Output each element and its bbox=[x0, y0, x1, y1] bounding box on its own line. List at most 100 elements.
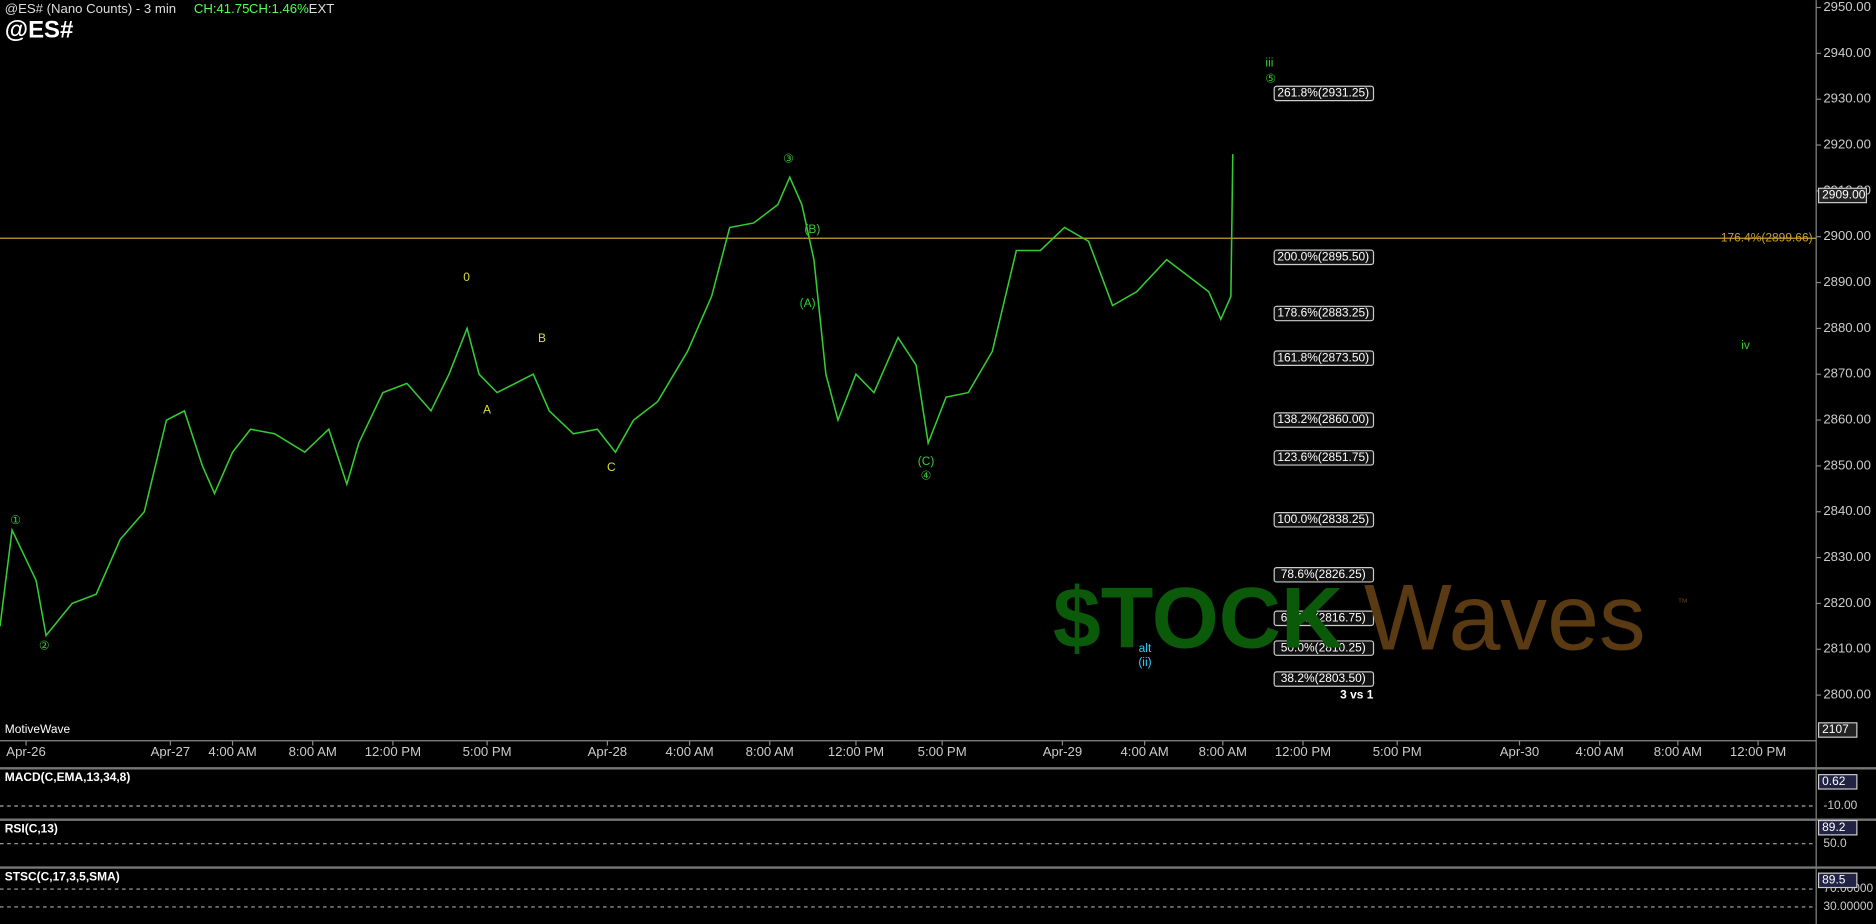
x-tick-label: 12:00 PM bbox=[828, 744, 884, 759]
y-tick-label: 2870.00 bbox=[1823, 366, 1871, 381]
wave-label: (ii) bbox=[1138, 655, 1151, 669]
fib-box bbox=[1273, 350, 1375, 366]
x-tick-label: 4:00 AM bbox=[1576, 744, 1624, 759]
logo-waves: Waves bbox=[1364, 565, 1646, 669]
fib-box bbox=[1273, 511, 1375, 528]
logo-tm: ™ bbox=[1677, 597, 1688, 609]
wave-label: ② bbox=[39, 638, 50, 652]
y-tick-label: 2850.00 bbox=[1823, 457, 1871, 472]
fib-label: 178.6%(2883.25) bbox=[1277, 306, 1369, 320]
title: @ES# (Nano Counts) - 3 min bbox=[5, 1, 176, 16]
fib-box bbox=[1273, 610, 1375, 627]
y-tick-label: 2920.00 bbox=[1823, 137, 1871, 152]
x-tick-label: 8:00 AM bbox=[1199, 744, 1247, 759]
fib-label: 138.2%(2860.00) bbox=[1277, 412, 1369, 426]
wave-label: (A) bbox=[800, 296, 816, 310]
wave-label: ① bbox=[10, 513, 21, 527]
wave-label: ③ bbox=[783, 151, 794, 165]
fib-box bbox=[1273, 249, 1375, 266]
panel-name: RSI(C,13) bbox=[5, 821, 58, 835]
fib-box bbox=[1273, 412, 1375, 428]
x-tick-label: 12:00 PM bbox=[1275, 744, 1331, 759]
y-tick-label: 2950.00 bbox=[1823, 0, 1871, 14]
y-tick-label: 2880.00 bbox=[1823, 320, 1871, 335]
fib-box bbox=[1273, 450, 1375, 466]
panel-last-box bbox=[1817, 872, 1858, 889]
panel-tick-label: 50.0 bbox=[1823, 836, 1847, 850]
y-tick-label: 2830.00 bbox=[1823, 549, 1871, 564]
symbol: @ES# bbox=[5, 17, 74, 44]
panel-name: STSC(C,17,3,5,SMA) bbox=[5, 869, 120, 883]
change-pct: CH:1.46% bbox=[249, 1, 309, 16]
x-tick-label: 5:00 PM bbox=[918, 744, 967, 759]
y-tick-label: 2800.00 bbox=[1823, 687, 1871, 702]
y-tick-label: 2930.00 bbox=[1823, 91, 1871, 106]
fib-label: 78.6%(2826.25) bbox=[1281, 567, 1366, 581]
session: EXT bbox=[309, 1, 335, 16]
x-tick-label: 8:00 AM bbox=[1654, 744, 1702, 759]
wave-label: (B) bbox=[804, 222, 820, 236]
x-tick-label: 5:00 PM bbox=[1373, 744, 1422, 759]
volume-label: 2107 bbox=[1822, 722, 1849, 736]
y-tick-label: 2940.00 bbox=[1823, 45, 1871, 60]
fib-label: 200.0%(2895.50) bbox=[1277, 249, 1369, 263]
x-tick-label: Apr-27 bbox=[151, 744, 191, 759]
x-tick-label: Apr-30 bbox=[1500, 744, 1540, 759]
last-price-box bbox=[1817, 187, 1868, 204]
wave-label: iv bbox=[1741, 338, 1750, 352]
y-tick-label: 2900.00 bbox=[1823, 228, 1871, 243]
y-tick-label: 2890.00 bbox=[1823, 274, 1871, 289]
x-tick-label: 8:00 AM bbox=[746, 744, 794, 759]
wave-label: ⑤ bbox=[1265, 71, 1276, 85]
last-price-label: 2909.00 bbox=[1822, 188, 1866, 202]
price-line bbox=[0, 154, 1234, 638]
y-tick-label: 2810.00 bbox=[1823, 641, 1871, 656]
x-tick-label: 4:00 AM bbox=[208, 744, 256, 759]
x-tick-label: Apr-26 bbox=[6, 744, 46, 759]
fib-label: 100.0%(2838.25) bbox=[1277, 512, 1369, 526]
y-tick-label: 2820.00 bbox=[1823, 595, 1871, 610]
x-tick-label: 4:00 AM bbox=[665, 744, 713, 759]
wave-label: alt bbox=[1139, 641, 1152, 655]
change: CH:41.75 bbox=[194, 1, 250, 16]
fib-box bbox=[1273, 305, 1375, 322]
logo-stock: $TOCK bbox=[1053, 570, 1343, 666]
panel-tick-label: -10.00 bbox=[1823, 798, 1857, 812]
panel-last-label: 89.2 bbox=[1822, 820, 1846, 834]
fib-box bbox=[1273, 567, 1375, 583]
wave-label: ④ bbox=[921, 469, 932, 483]
y-tick-label: 2840.00 bbox=[1823, 503, 1871, 518]
wave-label: iii bbox=[1265, 56, 1273, 70]
fib-label: 38.2%(2803.50) bbox=[1281, 671, 1366, 685]
fib-label: 61.8%(2816.75) bbox=[1281, 610, 1366, 624]
panel-tick-label: 30.00000 bbox=[1823, 899, 1873, 913]
x-tick-label: 4:00 AM bbox=[1120, 744, 1168, 759]
fib-box bbox=[1273, 85, 1375, 102]
fib-box bbox=[1273, 640, 1375, 656]
wave-label: B bbox=[538, 331, 546, 345]
y-tick-label: 2860.00 bbox=[1823, 412, 1871, 427]
wave-label: (C) bbox=[918, 454, 935, 468]
wave-label: 3 vs 1 bbox=[1340, 687, 1374, 701]
x-tick-label: Apr-29 bbox=[1043, 744, 1083, 759]
panel-name: MACD(C,EMA,13,34,8) bbox=[5, 770, 131, 784]
fib-label: 50.0%(2810.25) bbox=[1281, 640, 1366, 654]
x-tick-label: 5:00 PM bbox=[463, 744, 512, 759]
panel-last-box bbox=[1817, 819, 1858, 836]
panel-last-label: 89.5 bbox=[1822, 873, 1846, 887]
fib-label: 123.6%(2851.75) bbox=[1277, 450, 1369, 464]
panel-last-box bbox=[1817, 774, 1858, 790]
reference-label: 176.4%(2899.66) bbox=[1721, 230, 1813, 244]
wave-label: 0 bbox=[463, 270, 470, 284]
wave-label: A bbox=[483, 403, 491, 417]
x-tick-label: 8:00 AM bbox=[289, 744, 337, 759]
fib-label: 161.8%(2873.50) bbox=[1277, 350, 1369, 364]
panel-last-label: 0.62 bbox=[1822, 774, 1846, 788]
x-tick-label: 12:00 PM bbox=[1730, 744, 1786, 759]
fib-box bbox=[1273, 671, 1375, 687]
wave-label: MotiveWave bbox=[5, 722, 71, 736]
x-tick-label: Apr-28 bbox=[588, 744, 628, 759]
x-tick-label: 12:00 PM bbox=[365, 744, 421, 759]
